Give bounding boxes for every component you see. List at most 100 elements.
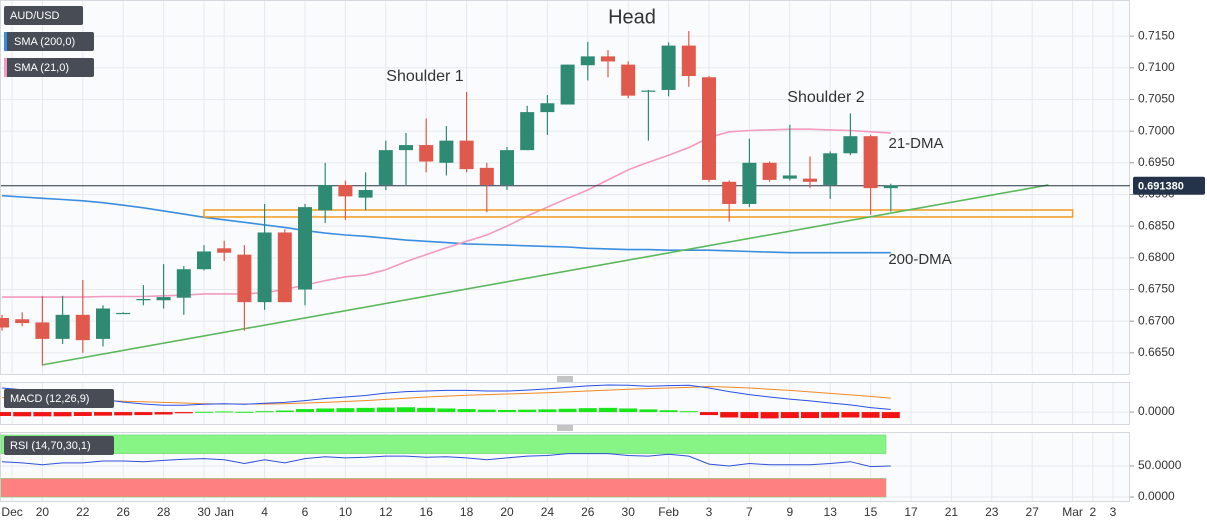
histogram-bar [356,407,375,413]
candle-body [116,312,131,315]
last-price-box [1133,176,1205,195]
candle-body [96,308,110,339]
histogram-bar [437,408,456,413]
annotation: Shoulder 1 [386,68,463,85]
candle-body [560,64,575,105]
y-tick-label: 0.7100 [1138,60,1175,74]
y-tick-label: 50.0000 [1138,458,1182,472]
rsi-line [1,453,891,468]
indicator-label-box[interactable] [4,436,114,455]
candle-body [762,162,777,180]
x-tick-label: Dec [1,505,22,519]
resize-grip[interactable] [557,376,573,382]
y-tick-label: 0.6850 [1138,218,1175,232]
histogram-bar [558,408,577,413]
x-tick-label: 9 [786,505,793,519]
x-tick-label: 23 [985,505,999,519]
x-tick-label: 13 [824,505,838,519]
annotation: Head [608,6,656,28]
histogram-bar [498,409,516,413]
histogram-bar [275,410,294,413]
histogram-bar [114,412,133,416]
candle-body [580,56,595,66]
x-tick-label: 26 [117,505,131,519]
candle-body [176,269,191,298]
candle-body [419,145,434,162]
macd-panel [0,382,1130,425]
histogram-bar [881,412,900,419]
y-tick-label: 0.7150 [1138,28,1175,42]
indicator-label[interactable]: MACD (12,26,9) [10,393,89,405]
support-zone [203,209,1074,218]
macd-line [1,384,891,410]
candle-body [378,150,393,185]
candle-body [540,103,555,113]
rsi-zone [0,478,887,498]
x-tick-label: Jan [215,505,234,519]
annotation: 21-DMA [888,135,943,152]
legend-entry[interactable]: SMA (200,0) [14,36,75,48]
histogram-bar [33,412,52,417]
candle-body [520,112,535,151]
x-tick-label: 20 [500,505,514,519]
labels: Dec 20 22 26 28 30 Jan 4 6 10 12 16 18 20 24 26 30 Feb 3 7 9… [1,6,1205,519]
histogram-bar [821,412,840,418]
histogram-bar [679,411,698,413]
indicator-label-box[interactable] [4,389,114,408]
symbol-label[interactable]: AUD/USD [10,10,60,22]
histogram-bar [801,412,819,419]
x-tick-label: 2 [1089,505,1096,519]
candle-body [197,251,211,270]
x-tick-label: 28 [157,505,171,519]
candle-body [803,178,817,182]
histogram-bar [619,408,638,413]
price-panel [0,0,1130,375]
x-tick-label: Mar [1062,505,1083,519]
candle-body [75,314,90,341]
histogram-bar [94,412,112,416]
x-tick-label: 18 [460,505,474,519]
legend-entry[interactable]: SMA (21,0) [14,62,69,74]
y-tick-label: 0.6800 [1138,250,1175,264]
histogram-bar [457,409,476,413]
candle-body [883,185,898,189]
x-tick-label: 17 [904,505,918,519]
histogram-bar [134,412,153,416]
candle-body [500,150,514,185]
x-tick-label: 24 [541,505,555,519]
annotation: Shoulder 2 [787,89,864,106]
histogram-bar [296,409,314,413]
x-tick-label: 27 [1026,505,1040,519]
histogram-bar [639,409,658,413]
last-price-label: 0.691380 [1138,181,1184,193]
y-tick-label: 0.0000 [1138,404,1175,418]
legend-entry-box[interactable] [4,32,94,51]
candle-body [35,322,50,339]
histogram-bar [659,410,678,413]
candle-body [823,153,838,185]
candle-body [358,190,373,198]
x-tick-label: 3 [1110,505,1117,519]
rsi-zone [0,434,887,454]
histogram-bar [336,408,355,413]
histogram-bar [154,412,173,415]
candle-body [681,45,696,77]
x-tick-label: 10 [339,505,353,519]
x-tick-label: 26 [581,505,595,519]
indicator-label[interactable]: RSI (14,70,30,1) [10,440,91,452]
histogram-bar [417,407,436,413]
histogram-bar [215,411,234,413]
x-tick-label: 15 [864,505,878,519]
histogram-bar [195,411,213,413]
candle-body [742,162,757,204]
candle-body [15,319,30,324]
x-tick-label: 21 [945,505,959,519]
histogram-bar [780,412,799,419]
histogram-bar [73,412,92,416]
legend-entry-box[interactable] [4,58,94,77]
histogram-bar [376,407,395,413]
symbol-label-box[interactable] [4,6,83,25]
candle-body [277,232,292,303]
resize-grip[interactable] [557,425,573,431]
histogram-bar [700,412,718,416]
